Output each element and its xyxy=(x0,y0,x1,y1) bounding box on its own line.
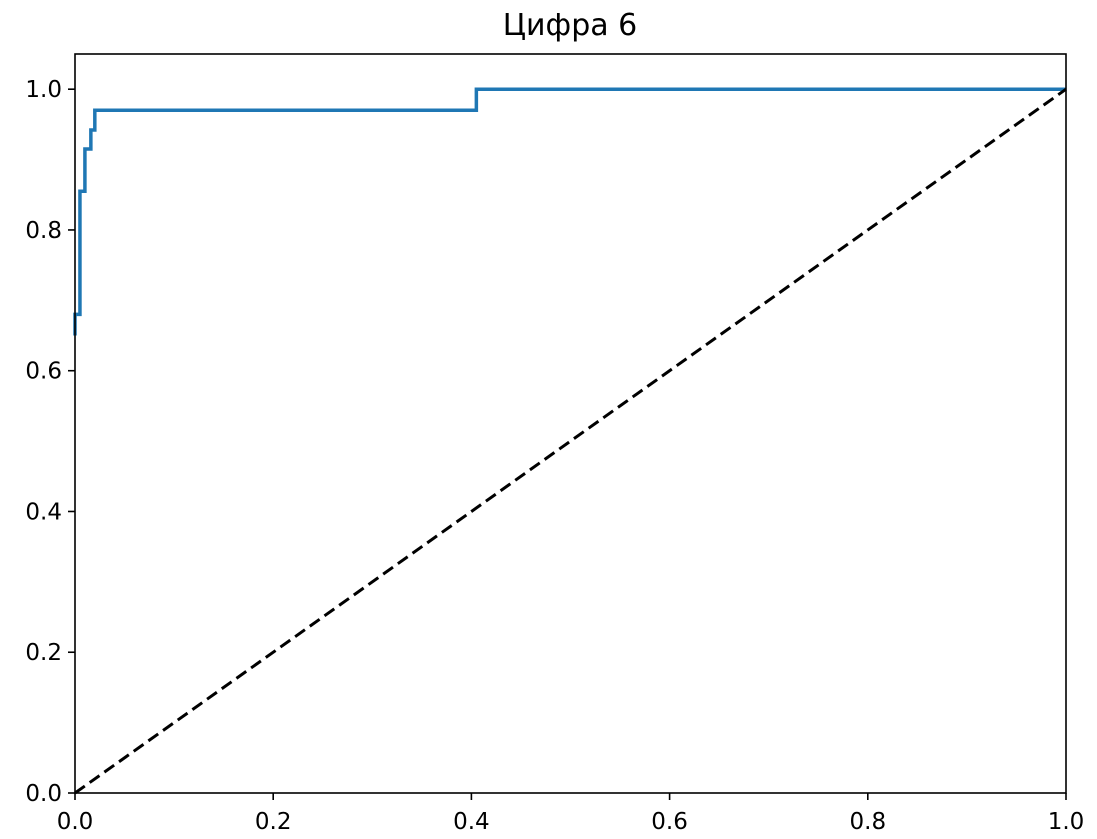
x-tick-label: 1.0 xyxy=(1048,809,1085,835)
plot-area xyxy=(73,53,1067,795)
y-tick-label: 1.0 xyxy=(25,77,62,103)
plot-frame xyxy=(74,53,1067,794)
x-tick-label: 0.8 xyxy=(850,809,887,835)
x-tick-label: 0.2 xyxy=(255,809,292,835)
y-tick-label: 0.8 xyxy=(25,218,62,244)
x-axis: 0.0 0.2 0.4 0.6 0.8 1.0 xyxy=(57,793,1085,835)
y-axis: 0.0 0.2 0.4 0.6 0.8 1.0 xyxy=(25,77,75,807)
y-tick-label: 0.4 xyxy=(25,499,62,525)
y-tick-label: 0.6 xyxy=(25,359,62,385)
roc-curve-line xyxy=(73,87,1066,336)
x-tick-label: 0.0 xyxy=(57,809,94,835)
x-tick-label: 0.4 xyxy=(453,809,490,835)
x-tick-label: 0.6 xyxy=(651,809,688,835)
y-tick-label: 0.2 xyxy=(25,640,62,666)
chart-title: Цифра 6 xyxy=(503,8,638,43)
diagonal-reference-line xyxy=(74,87,1067,795)
y-tick-label: 0.0 xyxy=(25,781,62,807)
